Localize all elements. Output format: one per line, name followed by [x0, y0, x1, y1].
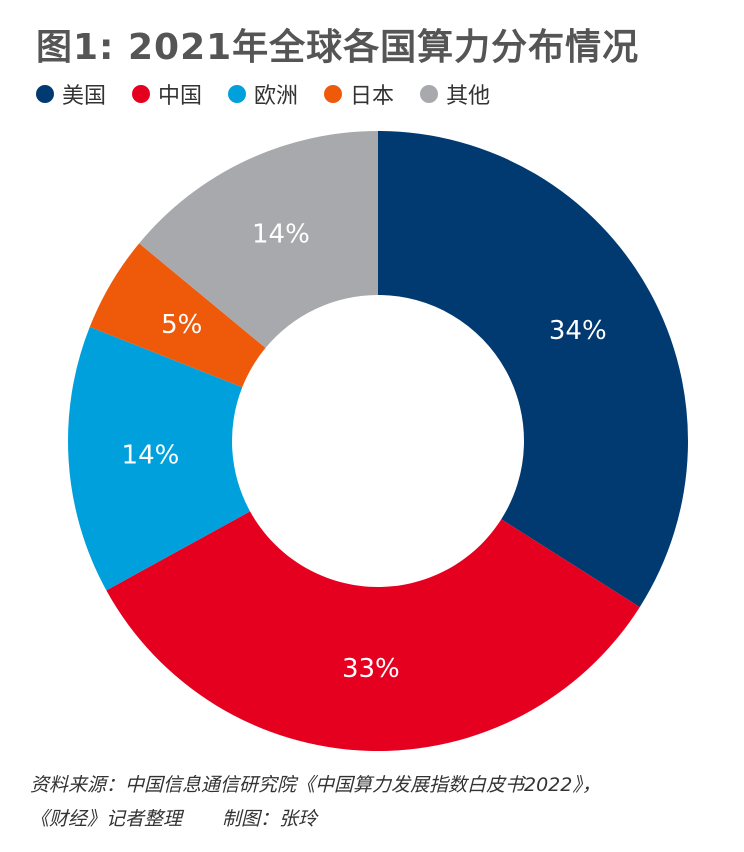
legend-label-other: 其他: [446, 84, 491, 109]
chart-legend: 美国 中国 欧洲 日本 其他: [36, 78, 516, 110]
legend-swatch-other: [420, 85, 439, 103]
source-line-2: 《财经》记者整理 制图：张玲: [30, 802, 730, 836]
slice-label-europe: 14%: [122, 440, 180, 470]
slice-label-japan: 5%: [161, 310, 202, 340]
legend-item-europe: 欧洲: [228, 78, 298, 110]
legend-swatch-japan: [324, 85, 343, 103]
legend-label-japan: 日本: [350, 84, 395, 109]
source-note: 资料来源：中国信息通信研究院《中国算力发展指数白皮书2022》， 《财经》记者整…: [30, 768, 730, 836]
chart-title: 图1: 2021年全球各国算力分布情况: [36, 27, 640, 68]
legend-label-europe: 欧洲: [254, 84, 299, 109]
legend-label-usa: 美国: [62, 84, 107, 109]
legend-swatch-china: [132, 85, 151, 103]
chart-credit: 制图：张玲: [222, 808, 318, 830]
slice-china: [106, 511, 640, 751]
legend-swatch-usa: [36, 85, 54, 103]
slice-label-china: 33%: [342, 654, 400, 684]
slice-label-other: 14%: [252, 220, 310, 250]
source-credit: 《财经》记者整理: [30, 808, 183, 830]
slice-other: [139, 131, 378, 348]
legend-item-japan: 日本: [324, 78, 394, 110]
legend-item-usa: 美国: [36, 78, 106, 110]
slice-usa: [378, 131, 688, 608]
source-line-1: 资料来源：中国信息通信研究院《中国算力发展指数白皮书2022》，: [30, 774, 601, 796]
legend-swatch-europe: [228, 85, 247, 103]
slice-label-usa: 34%: [549, 316, 607, 346]
slice-europe: [68, 326, 251, 591]
legend-item-china: 中国: [132, 78, 202, 110]
legend-item-other: 其他: [420, 78, 490, 110]
legend-label-china: 中国: [158, 84, 203, 109]
donut-chart: 34% 33% 14% 5% 14%: [68, 131, 688, 751]
slice-japan: [89, 243, 266, 388]
